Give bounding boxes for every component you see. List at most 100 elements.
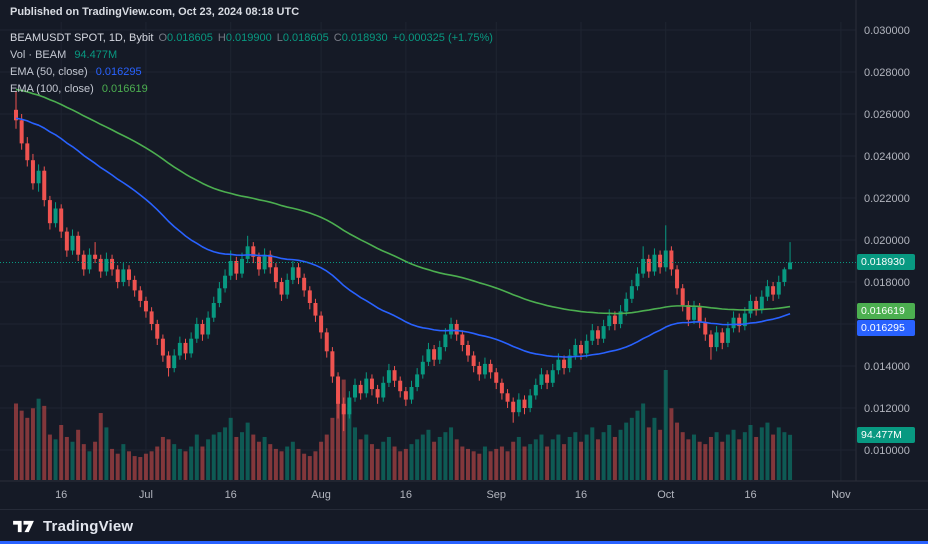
volume-bar (449, 427, 454, 480)
candle-down (675, 269, 680, 289)
volume-bar (731, 429, 736, 480)
candle-up (409, 387, 414, 400)
candle-down (454, 324, 459, 335)
time-axis-label: 16 (744, 489, 756, 501)
tradingview-logo-icon[interactable] (12, 518, 35, 535)
candle-up (788, 262, 793, 270)
volume-bar (714, 432, 719, 480)
candle-down (313, 303, 318, 316)
volume-bar (545, 446, 550, 480)
ema100-label[interactable]: EMA (100, close) (10, 83, 94, 95)
candle-down (403, 391, 408, 400)
price-tick-label: 0.020000 (864, 235, 910, 247)
volume-bar (64, 436, 69, 480)
volume-bar (771, 434, 776, 480)
volume-bar (53, 439, 58, 480)
volume-bar (788, 434, 793, 480)
volume-bar (482, 446, 487, 480)
volume-bar (324, 434, 329, 480)
price-tick-label: 0.010000 (864, 445, 910, 457)
volume-bar (776, 427, 781, 480)
tradingview-wordmark[interactable]: TradingView (43, 517, 134, 535)
candle-up (742, 313, 747, 327)
volume-bar (364, 434, 369, 480)
candle-down (98, 258, 103, 272)
bottom-accent-bar (0, 541, 928, 544)
volume-bar (742, 432, 747, 480)
price-scale[interactable] (856, 0, 928, 481)
candle-up (714, 332, 719, 348)
ema100-value: 0.016619 (101, 83, 148, 95)
published-banner: Published on TradingView.com, Oct 23, 20… (10, 6, 300, 18)
volume-bar (251, 434, 256, 480)
volume-bar (138, 457, 143, 480)
volume-bar (607, 425, 612, 480)
candle-down (460, 334, 465, 345)
volume-bar (93, 441, 98, 480)
volume-bar (516, 436, 521, 480)
candle-up (550, 370, 555, 383)
footer-bar: TradingView (0, 509, 928, 542)
candle-up (782, 269, 787, 282)
legend-row-ema50: EMA (50, close) 0.016295 (10, 64, 493, 81)
volume-bar (697, 441, 702, 480)
symbol-title[interactable]: BEAMUSDT SPOT, 1D, Bybit (10, 32, 154, 44)
ema50-value: 0.016295 (95, 66, 142, 78)
candle-up (177, 342, 182, 356)
candle-down (307, 290, 312, 303)
volume-bar (70, 441, 75, 480)
price-tick-label: 0.022000 (864, 193, 910, 205)
candle-down (149, 311, 154, 324)
ema50-label[interactable]: EMA (50, close) (10, 66, 88, 78)
volume-bar (590, 427, 595, 480)
volume-bar (98, 413, 103, 480)
candle-down (708, 334, 713, 348)
volume-bar (59, 425, 64, 480)
candle-up (590, 330, 595, 341)
candle-down (279, 282, 284, 295)
ohlc-open-label: O (158, 32, 168, 44)
volume-bar (115, 453, 120, 480)
volume-bar (19, 410, 24, 480)
candle-down (336, 376, 341, 404)
volume-bar (629, 417, 634, 480)
candle-up (228, 261, 233, 276)
candle-up (776, 282, 781, 295)
candle-up (245, 246, 250, 259)
candle-down (737, 317, 742, 327)
candle-down (115, 269, 120, 282)
candle-down (302, 277, 307, 291)
volume-bar (737, 439, 742, 480)
candle-up (53, 208, 58, 224)
volume-bar (155, 446, 160, 480)
ema100-line (15, 88, 791, 315)
candle-down (319, 315, 324, 333)
volume-bar (30, 408, 35, 480)
candle-down (488, 363, 493, 373)
price-tick-label: 0.028000 (864, 67, 910, 79)
candle-up (189, 338, 194, 354)
candle-down (646, 258, 651, 272)
candle-up (386, 370, 391, 383)
volume-bar (567, 436, 572, 480)
candle-down (375, 389, 380, 398)
price-tick-label: 0.024000 (864, 151, 910, 163)
time-axis-label: 16 (575, 489, 587, 501)
volume-bar (381, 441, 386, 480)
candle-up (194, 324, 199, 339)
volume-bar (386, 436, 391, 480)
volume-bar (110, 448, 115, 480)
volume-bar (127, 451, 131, 480)
ohlc-open-value: 0.018605 (167, 32, 213, 44)
time-axis-label: Oct (657, 489, 674, 501)
candle-down (324, 332, 329, 352)
candle-down (30, 160, 35, 184)
candle-up (748, 300, 753, 314)
time-scale[interactable] (0, 481, 928, 505)
candle-down (81, 254, 86, 270)
volume-bar (725, 434, 730, 480)
legend-row-volume: Vol · BEAM 94.477M (10, 47, 493, 64)
volume-bar (584, 434, 589, 480)
